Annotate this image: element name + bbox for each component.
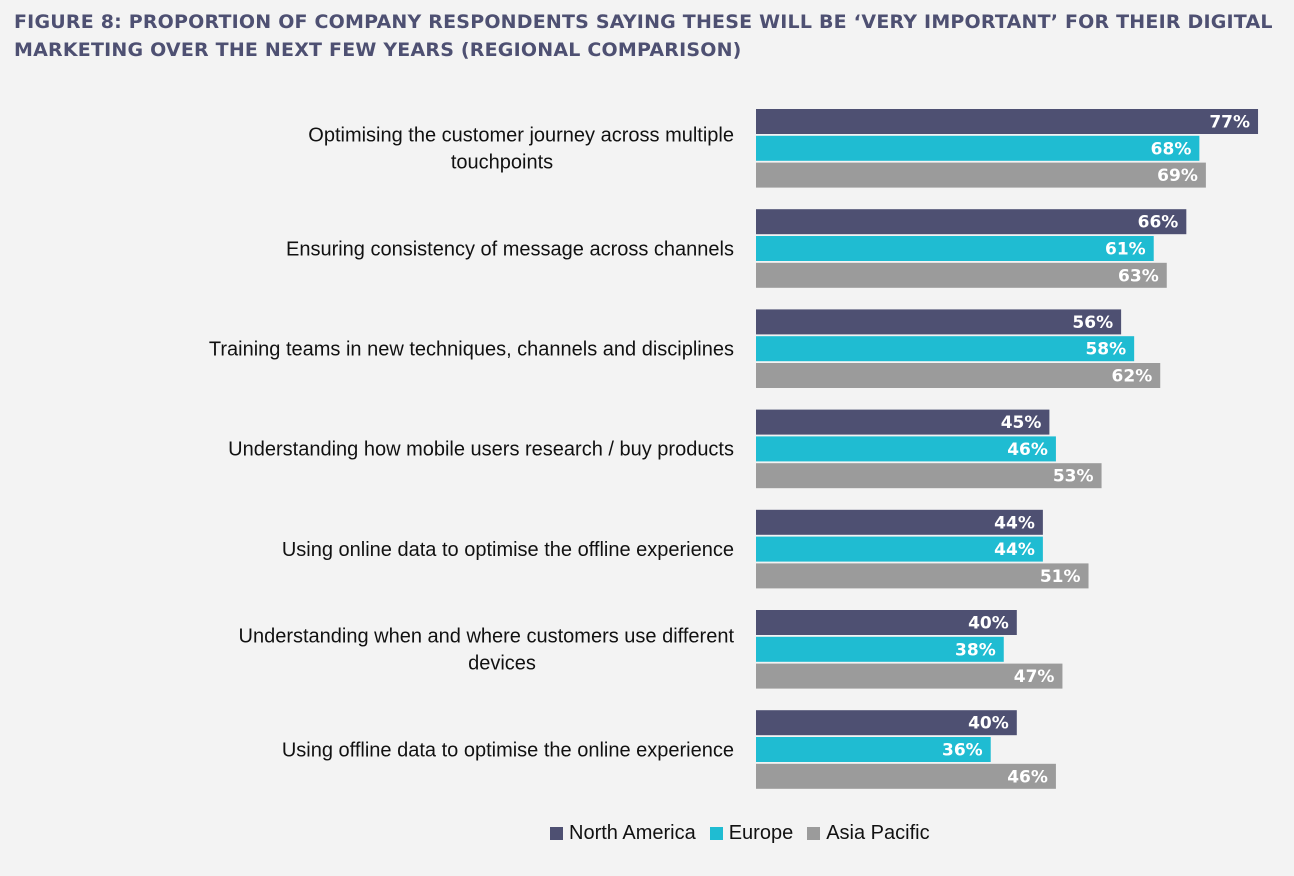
category-label: Using offline data to optimise the onlin… bbox=[282, 739, 734, 761]
data-label: 51% bbox=[1040, 567, 1081, 587]
legend-label-asia-pacific: Asia Pacific bbox=[826, 822, 930, 844]
chart-title: FIGURE 8: PROPORTION OF COMPANY RESPONDE… bbox=[14, 11, 1273, 61]
category-label-line: Ensuring consistency of message across c… bbox=[286, 238, 734, 260]
data-label: 40% bbox=[968, 714, 1009, 734]
category-label: Using online data to optimise the offlin… bbox=[282, 539, 734, 561]
bar-europe bbox=[756, 636, 1004, 662]
category-label-line: Using online data to optimise the offlin… bbox=[282, 539, 734, 561]
data-label: 53% bbox=[1053, 467, 1094, 487]
data-label: 61% bbox=[1105, 240, 1146, 260]
data-label: 68% bbox=[1151, 139, 1192, 159]
data-label: 47% bbox=[1014, 667, 1055, 687]
data-label: 69% bbox=[1157, 166, 1198, 186]
category-label-line: Understanding when and where customers u… bbox=[239, 626, 735, 648]
category-label-line: Using offline data to optimise the onlin… bbox=[282, 739, 734, 761]
data-label: 36% bbox=[942, 741, 983, 761]
data-label: 56% bbox=[1072, 313, 1113, 333]
bar-europe bbox=[756, 436, 1056, 462]
chart-legend: North America Europe Asia Pacific bbox=[550, 822, 944, 845]
category-label: Understanding when and where customers u… bbox=[239, 626, 735, 675]
data-label: 44% bbox=[994, 513, 1035, 533]
legend-item-asia-pacific: Asia Pacific bbox=[807, 822, 930, 845]
data-label: 63% bbox=[1118, 266, 1159, 286]
category-label-line: devices bbox=[468, 653, 536, 675]
data-label: 62% bbox=[1112, 367, 1153, 387]
data-label: 46% bbox=[1007, 440, 1048, 460]
bar-north-america bbox=[756, 309, 1122, 335]
bar-north-america bbox=[756, 710, 1017, 736]
bar-europe bbox=[756, 236, 1154, 261]
bar-asia-pacific bbox=[756, 563, 1089, 589]
category-label: Understanding how mobile users research … bbox=[228, 439, 734, 461]
legend-swatch-north-america bbox=[550, 827, 563, 840]
bar-europe bbox=[756, 536, 1043, 562]
bar-north-america bbox=[756, 509, 1043, 535]
category-label-line: Optimising the customer journey across m… bbox=[308, 125, 734, 147]
bar-north-america bbox=[756, 109, 1259, 134]
category-label-line: touchpoints bbox=[451, 152, 553, 174]
data-label: 66% bbox=[1138, 213, 1179, 233]
legend-item-north-america: North America bbox=[550, 822, 696, 845]
category-label: Ensuring consistency of message across c… bbox=[286, 238, 734, 260]
bar-asia-pacific bbox=[756, 463, 1102, 489]
legend-label-europe: Europe bbox=[728, 822, 794, 844]
category-label: Training teams in new techniques, channe… bbox=[209, 339, 734, 361]
bar-europe bbox=[756, 135, 1200, 161]
data-label: 46% bbox=[1007, 767, 1048, 787]
category-label-line: Understanding how mobile users research … bbox=[228, 439, 734, 461]
legend-label-north-america: North America bbox=[569, 822, 696, 844]
bar-north-america bbox=[756, 610, 1017, 635]
legend-item-europe: Europe bbox=[709, 822, 794, 845]
bar-asia-pacific bbox=[756, 663, 1063, 689]
data-label: 44% bbox=[994, 540, 1035, 560]
bar-asia-pacific bbox=[756, 162, 1206, 188]
data-label: 40% bbox=[968, 614, 1009, 634]
bar-north-america bbox=[756, 409, 1050, 435]
data-label: 38% bbox=[955, 640, 996, 660]
legend-swatch-europe bbox=[709, 827, 723, 840]
data-label: 58% bbox=[1085, 340, 1126, 360]
bar-north-america bbox=[756, 209, 1187, 235]
data-label: 45% bbox=[1001, 413, 1042, 433]
bar-asia-pacific bbox=[756, 363, 1161, 388]
category-label: Optimising the customer journey across m… bbox=[308, 125, 734, 174]
category-label-line: Training teams in new techniques, channe… bbox=[209, 339, 734, 361]
bar-asia-pacific bbox=[756, 262, 1167, 288]
bar-europe bbox=[756, 737, 991, 762]
data-label: 77% bbox=[1209, 113, 1250, 133]
bar-asia-pacific bbox=[756, 763, 1056, 789]
legend-swatch-asia-pacific bbox=[807, 827, 821, 840]
bar-europe bbox=[756, 336, 1135, 362]
